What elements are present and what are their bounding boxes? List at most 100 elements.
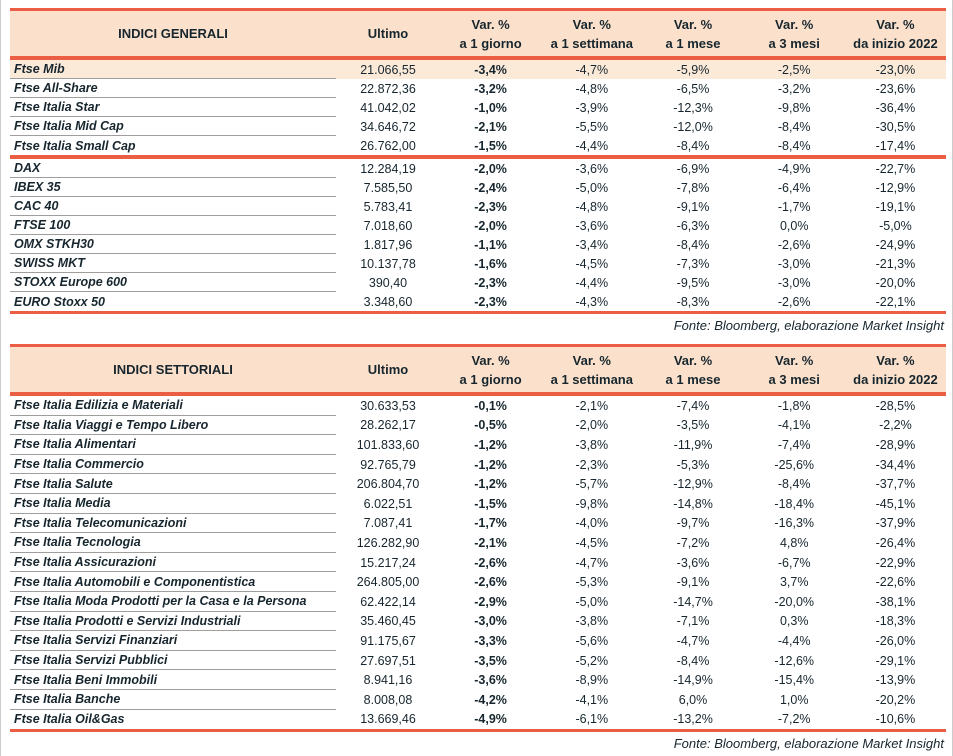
var-1w-value: -2,1% bbox=[575, 398, 609, 413]
var-ytd-value: -28,5% bbox=[875, 398, 916, 413]
var-ytd-value: -26,0% bbox=[875, 633, 916, 648]
var-1w-value: -5,2% bbox=[575, 653, 609, 668]
table-row: Ftse Italia Viaggi e Tempo Libero 28.262,… bbox=[10, 416, 946, 436]
table-row: Ftse Italia Moda Prodotti per la Casa e … bbox=[10, 592, 946, 612]
var-1w-value: -3,4% bbox=[575, 237, 609, 252]
var-header-line1: Var. % bbox=[673, 16, 713, 32]
var-1w-value: -3,8% bbox=[575, 614, 609, 629]
var-3m-value: 0,0% bbox=[779, 218, 809, 233]
var-header: Var. % da inizio 2022 bbox=[845, 347, 946, 392]
index-name: Ftse Italia Star bbox=[10, 98, 336, 117]
ultimo-value: 5.783,41 bbox=[363, 199, 413, 214]
var-1m-value: -8,4% bbox=[676, 653, 710, 668]
var-header-line2: a 1 settimana bbox=[550, 371, 633, 387]
index-name: Ftse Italia Servizi Finanziari bbox=[10, 631, 336, 651]
source-note: Fonte: Bloomberg, elaborazione Market In… bbox=[673, 318, 944, 333]
var-header-line2: da inizio 2022 bbox=[853, 371, 938, 387]
var-1d-value: -1,2% bbox=[474, 437, 507, 452]
var-1m-value: -12,9% bbox=[673, 477, 713, 492]
index-name: Ftse Mib bbox=[10, 60, 336, 79]
var-ytd-value: -22,9% bbox=[875, 555, 916, 570]
var-1w-value: -2,0% bbox=[575, 418, 609, 433]
var-1m-value: -9,7% bbox=[676, 516, 710, 531]
var-1d-value: -1,7% bbox=[474, 516, 507, 531]
var-1w-value: -3,6% bbox=[575, 161, 609, 176]
var-1d-value: -3,4% bbox=[474, 62, 507, 77]
var-3m-value: -15,4% bbox=[774, 673, 815, 688]
index-name: IBEX 35 bbox=[10, 178, 336, 197]
var-1d-value: -3,2% bbox=[474, 81, 507, 96]
index-name: Ftse Italia Edilizia e Materiali bbox=[10, 396, 336, 416]
index-name: OMX STKH30 bbox=[10, 235, 336, 254]
var-1m-value: -7,8% bbox=[676, 180, 710, 195]
var-1m-value: -9,5% bbox=[676, 275, 710, 290]
var-1m-value: -12,0% bbox=[673, 119, 713, 134]
group-double-rule bbox=[10, 155, 946, 159]
var-3m-value: -2,6% bbox=[777, 294, 811, 309]
var-header-line2: a 3 mesi bbox=[768, 35, 820, 51]
table-row: Ftse Italia Alimentari 101.833,60 -1,2% -3,… bbox=[10, 435, 946, 455]
var-ytd-value: -37,9% bbox=[875, 516, 916, 531]
ultimo-value: 22.872,36 bbox=[360, 81, 416, 96]
table-row: Ftse Italia Prodotti e Servizi Industria… bbox=[10, 612, 946, 632]
var-1m-value: -9,1% bbox=[676, 199, 710, 214]
var-1w-value: -4,3% bbox=[575, 294, 609, 309]
var-3m-value: 0,3% bbox=[779, 614, 809, 629]
var-3m-value: 1,0% bbox=[779, 692, 809, 707]
ultimo-value: 7.087,41 bbox=[363, 516, 413, 531]
ultimo-value: 8.941,16 bbox=[363, 673, 413, 688]
var-ytd-value: -10,6% bbox=[875, 712, 916, 727]
var-3m-value: -1,7% bbox=[777, 199, 811, 214]
var-1d-value: -2,0% bbox=[474, 218, 507, 233]
var-1m-value: -4,7% bbox=[676, 633, 710, 648]
ultimo-header: Ultimo bbox=[367, 26, 409, 41]
var-1m-value: -5,3% bbox=[676, 457, 710, 472]
var-ytd-value: -24,9% bbox=[875, 237, 916, 252]
table-title: INDICI GENERALI bbox=[118, 26, 228, 41]
var-1d-value: -1,5% bbox=[474, 496, 507, 511]
var-1m-value: -7,1% bbox=[676, 614, 710, 629]
ultimo-value: 26.762,00 bbox=[360, 138, 416, 153]
source-note: Fonte: Bloomberg, elaborazione Market In… bbox=[673, 736, 944, 752]
var-3m-value: -7,2% bbox=[777, 712, 811, 727]
table-row: CAC 40 5.783,41 -2,3% -4,8% -9,1% -1,7% -19,1% bbox=[10, 197, 946, 216]
var-ytd-value: -21,3% bbox=[875, 256, 916, 271]
var-header-line2: a 1 mese bbox=[665, 35, 721, 51]
var-header: Var. % a 1 mese bbox=[642, 11, 743, 56]
var-1w-value: -4,4% bbox=[575, 275, 609, 290]
var-3m-value: -4,4% bbox=[777, 633, 811, 648]
var-1m-value: -7,2% bbox=[676, 535, 710, 550]
index-name: Ftse Italia Media bbox=[10, 494, 336, 514]
table-row: IBEX 35 7.585,50 -2,4% -5,0% -7,8% -6,4% -12,9… bbox=[10, 178, 946, 197]
var-1d-value: -3,0% bbox=[474, 614, 507, 629]
var-ytd-value: -20,0% bbox=[875, 275, 916, 290]
var-1m-value: -7,3% bbox=[676, 256, 710, 271]
var-header: Var. % a 1 mese bbox=[642, 347, 743, 392]
table-row: Ftse Italia Commercio 92.765,79 -1,2% -2,3%… bbox=[10, 455, 946, 475]
var-header-line1: Var. % bbox=[673, 352, 713, 368]
table-row: OMX STKH30 1.817,96 -1,1% -3,4% -8,4% -2,6% -2… bbox=[10, 235, 946, 254]
var-header: Var. % a 1 giorno bbox=[440, 347, 541, 392]
var-1d-value: -2,0% bbox=[474, 161, 507, 176]
var-header: Var. % da inizio 2022 bbox=[845, 11, 946, 56]
var-header-line1: Var. % bbox=[471, 352, 510, 368]
var-1d-value: -2,4% bbox=[474, 180, 507, 195]
index-name: Ftse Italia Servizi Pubblici bbox=[10, 651, 336, 671]
ultimo-value: 206.804,70 bbox=[356, 477, 420, 492]
var-1m-value: -8,4% bbox=[676, 237, 710, 252]
index-name: STOXX Europe 600 bbox=[10, 273, 336, 292]
var-header-line2: da inizio 2022 bbox=[853, 35, 938, 51]
var-1m-value: -6,3% bbox=[676, 218, 710, 233]
var-3m-value: -12,6% bbox=[774, 653, 815, 668]
var-3m-value: -3,0% bbox=[777, 275, 811, 290]
table-row: Ftse Italia Assicurazioni 15.217,24 -2,6% -… bbox=[10, 553, 946, 573]
index-name: Ftse Italia Telecomunicazioni bbox=[10, 514, 336, 534]
var-1w-value: -4,4% bbox=[575, 138, 609, 153]
var-1d-value: -3,5% bbox=[474, 653, 507, 668]
var-header-line1: Var. % bbox=[572, 16, 611, 32]
var-1w-value: -4,8% bbox=[575, 199, 609, 214]
var-3m-value: -2,5% bbox=[777, 62, 811, 77]
var-3m-value: -1,8% bbox=[777, 398, 811, 413]
index-name: FTSE 100 bbox=[10, 216, 336, 235]
var-3m-value: -9,8% bbox=[777, 100, 811, 115]
